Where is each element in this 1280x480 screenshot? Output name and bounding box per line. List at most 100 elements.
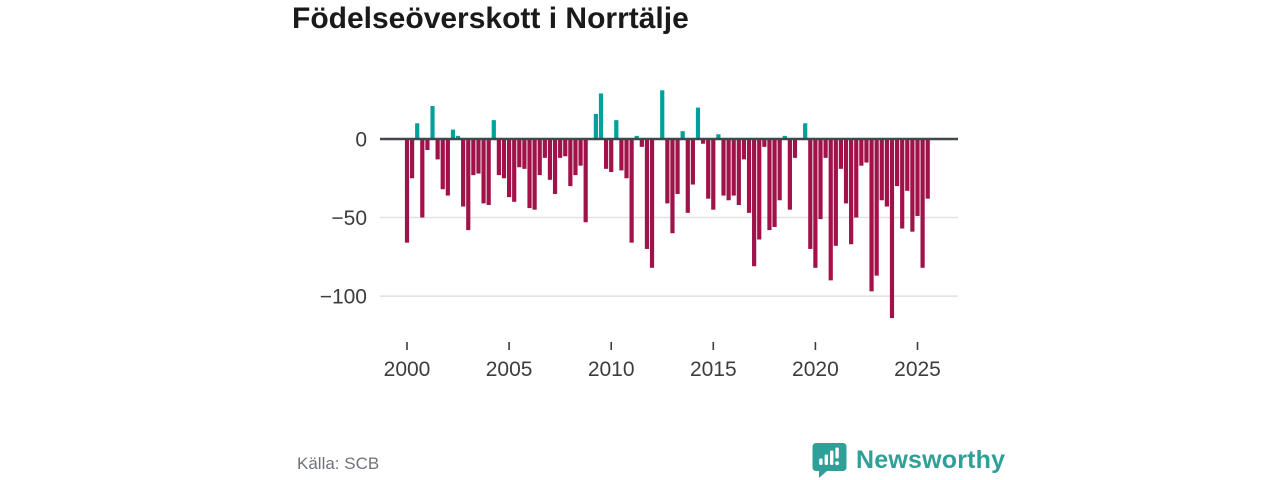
bar-quarter-2022q3 (864, 139, 869, 163)
bar-quarter-2012q4 (665, 139, 670, 204)
bar-quarter-2015q1 (711, 139, 716, 210)
bar-quarter-2011q1 (629, 139, 634, 243)
bar-quarter-2025q2 (920, 139, 925, 268)
bar-quarter-2011q3 (639, 139, 644, 147)
bar-quarter-2017q1 (752, 139, 757, 267)
bar-quarter-2019q4 (808, 139, 813, 249)
bar-quarter-2024q2 (900, 139, 905, 229)
bar-quarter-2015q3 (721, 139, 726, 196)
bar-quarter-2019q3 (803, 123, 808, 139)
bar-quarter-2008q4 (583, 139, 588, 223)
bar-quarter-2000q3 (415, 123, 420, 139)
bar-quarter-2008q1 (568, 139, 573, 187)
bar-quarter-2001q4 (440, 139, 445, 190)
y-tick-label: 0 (355, 129, 367, 152)
bar-quarter-2001q2 (430, 106, 435, 139)
source-note: Källa: SCB (297, 454, 380, 473)
bar-quarter-2017q2 (757, 139, 762, 240)
bar-quarter-2016q4 (746, 139, 752, 213)
newsworthy-logo: Newsworthy (812, 441, 1005, 479)
bar-quarter-2021q2 (838, 139, 844, 169)
bar-quarter-2024q3 (905, 139, 910, 191)
bar-quarter-2004q3 (496, 139, 501, 176)
bar-quarter-2013q3 (680, 131, 685, 139)
bar-quarter-2005q1 (507, 139, 512, 198)
bar-quarter-2004q1 (486, 139, 491, 205)
bar-quarter-2006q4 (542, 139, 547, 158)
bar-quarter-2013q2 (675, 139, 680, 194)
bar-quarter-2018q3 (782, 135, 787, 139)
bar-quarter-2002q2 (450, 129, 456, 139)
y-tick-label: −100 (320, 286, 367, 309)
bar-quarter-2016q3 (741, 139, 747, 160)
bar-quarter-2005q3 (517, 139, 522, 168)
bar-quarter-2005q2 (512, 139, 517, 202)
bar-quarter-2007q4 (563, 139, 568, 157)
bar-quarter-2010q4 (624, 139, 629, 179)
bar-quarter-2006q1 (527, 139, 532, 209)
bar-quarter-2024q1 (894, 139, 900, 187)
bar-quarter-2009q3 (598, 93, 604, 139)
bar-quarter-2010q1 (609, 139, 614, 172)
bar-quarter-2015q4 (726, 139, 731, 201)
bar-quarter-2006q3 (537, 139, 542, 176)
bar-quarter-2012q1 (649, 139, 655, 268)
bar-quarter-2004q4 (501, 139, 507, 179)
x-tick-label: 2025 (894, 358, 941, 381)
bar-quarter-2025q1 (915, 139, 920, 216)
bar-quarter-2000q1 (404, 139, 410, 243)
bar-quarter-2020q2 (818, 139, 823, 220)
bar-quarter-2018q4 (787, 139, 792, 210)
bar-quarter-2023q4 (889, 139, 895, 319)
newsworthy-wordmark: Newsworthy (856, 445, 1006, 474)
bar-quarter-2022q1 (854, 139, 859, 218)
bar-quarter-2000q2 (410, 139, 415, 179)
x-tick-label: 2000 (384, 358, 431, 381)
bar-quarter-2008q2 (573, 139, 578, 176)
bar-quarter-2014q1 (690, 139, 695, 185)
bar-quarter-2022q4 (869, 139, 874, 292)
bar-quarter-2019q1 (792, 139, 798, 158)
bar-quarter-2023q2 (879, 139, 884, 201)
bar-quarter-2007q2 (552, 139, 558, 194)
bar-quarter-2011q4 (644, 139, 650, 249)
bar-quarter-2002q4 (461, 139, 466, 207)
chart-title: Födelseöverskott i Norrtälje (292, 2, 689, 35)
bar-quarter-2016q2 (736, 139, 741, 205)
x-tick-label: 2020 (792, 358, 839, 381)
bar-quarter-2005q4 (522, 139, 527, 169)
bar-quarter-2001q1 (425, 139, 430, 150)
bar-quarter-2007q1 (547, 139, 553, 180)
bar-quarter-2021q4 (849, 139, 854, 245)
bar-quarter-2002q3 (455, 135, 461, 139)
bar-quarter-2006q2 (532, 139, 537, 210)
bar-quarter-2001q3 (435, 139, 440, 160)
bar-quarter-2003q3 (476, 139, 481, 174)
y-tick-label: −50 (331, 207, 367, 230)
bar-quarter-2014q2 (695, 107, 701, 139)
bar-quarter-2018q2 (777, 139, 782, 201)
bar-quarter-2004q2 (491, 120, 496, 139)
bar-quarter-2016q1 (731, 139, 736, 196)
x-tick-label: 2015 (690, 358, 737, 381)
bar-quarter-2023q1 (874, 139, 879, 276)
bar-quarter-2017q4 (767, 139, 772, 231)
bar-quarter-2020q3 (823, 139, 828, 158)
x-tick-label: 2005 (486, 358, 533, 381)
bar-quarter-2018q1 (772, 139, 777, 227)
bar-quarter-2020q1 (813, 139, 818, 268)
bar-quarter-2017q3 (762, 139, 767, 147)
bar-quarter-2020q4 (828, 139, 833, 281)
bar-quarter-2024q4 (910, 139, 915, 232)
bar-quarter-2014q3 (700, 139, 706, 144)
bar-quarter-2010q3 (619, 139, 624, 171)
bar-quarter-2014q4 (706, 139, 711, 199)
bar-quarter-2009q2 (593, 113, 598, 139)
bar-quarter-2021q3 (843, 139, 849, 204)
bar-quarter-2009q4 (604, 139, 609, 169)
bar-quarter-2022q2 (859, 139, 864, 166)
bar-quarter-2003q1 (466, 139, 471, 231)
bar-quarter-2010q2 (614, 120, 619, 139)
bar-quarter-2000q4 (420, 139, 425, 218)
